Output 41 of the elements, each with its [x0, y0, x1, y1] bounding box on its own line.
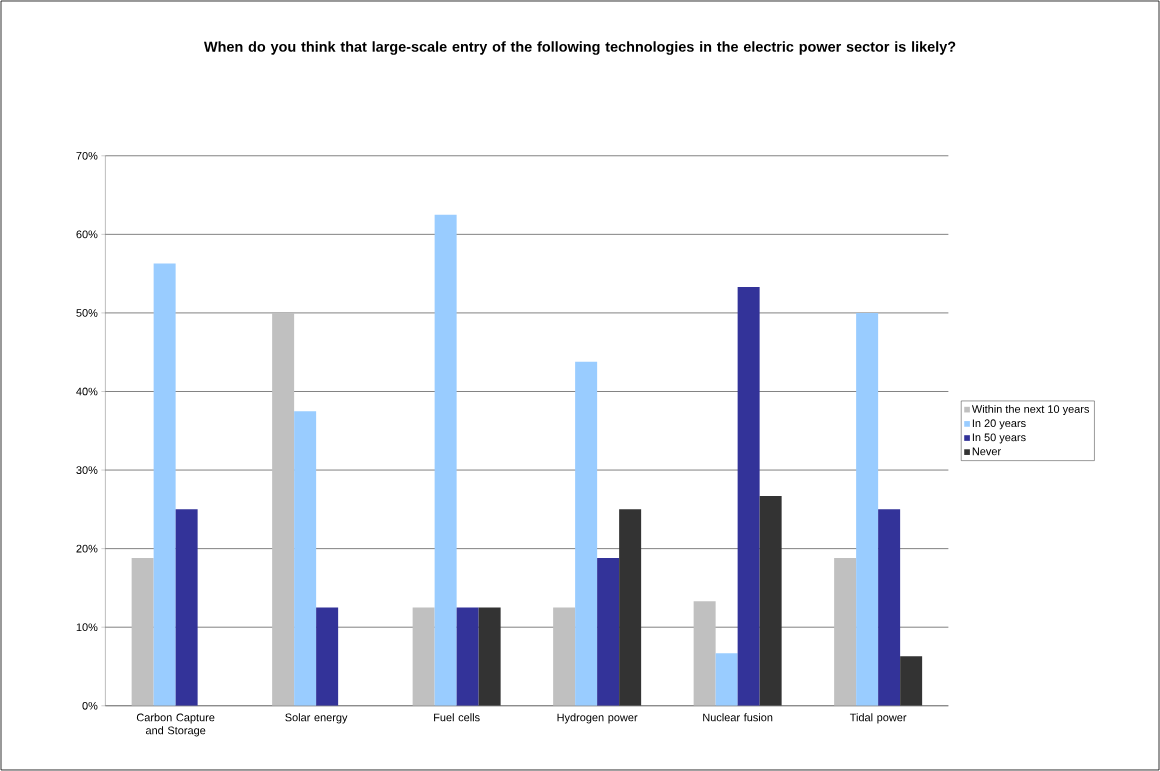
bar: [478, 607, 501, 706]
y-tick-label: 60%: [76, 230, 98, 239]
chart-title: When do you think that large-scale entry of the following technologies in the electric power sector is likely?: [203, 41, 956, 55]
bar: [575, 361, 598, 706]
x-tick-label: Carbon Capture and Storage: [136, 713, 215, 737]
bar: [597, 558, 620, 706]
y-tick-label: 70%: [76, 151, 98, 160]
bar: [272, 312, 295, 706]
x-tick-label: Hydrogen power: [557, 713, 638, 724]
bar: [456, 607, 479, 706]
bar: [693, 601, 716, 706]
bar: [900, 656, 923, 706]
bar: [759, 495, 782, 706]
bar: [294, 411, 317, 706]
bar: [153, 263, 176, 706]
y-tick-label: 30%: [76, 466, 98, 474]
y-tick-label: 50%: [76, 309, 98, 317]
bar: [878, 509, 901, 706]
legend-label: Within the next 10 years: [971, 404, 1090, 416]
legend-label: In 20 years: [972, 419, 1026, 430]
y-tick-label: 0%: [82, 701, 98, 710]
x-tick-label: Solar energy: [285, 713, 348, 724]
bar: [131, 558, 154, 706]
bar: [434, 214, 457, 706]
x-tick-label: Nuclear fusion: [703, 713, 773, 722]
x-tick-label: Tidal power: [849, 713, 907, 724]
legend-label: In 50 years: [972, 433, 1026, 444]
bar: [737, 286, 760, 706]
bar: [316, 607, 339, 706]
y-tick-label: 20%: [76, 544, 98, 553]
bar: [412, 607, 435, 706]
y-tick-label: 10%: [76, 623, 98, 632]
legend-label: Never: [972, 447, 1001, 456]
x-tick-label: Fuel cells: [434, 713, 480, 722]
bar: [175, 509, 198, 706]
bar: [856, 312, 879, 706]
bar: [553, 607, 576, 706]
bar: [619, 509, 642, 706]
y-tick-label: 40%: [76, 387, 98, 396]
bar: [715, 653, 738, 706]
bar: [834, 558, 857, 706]
